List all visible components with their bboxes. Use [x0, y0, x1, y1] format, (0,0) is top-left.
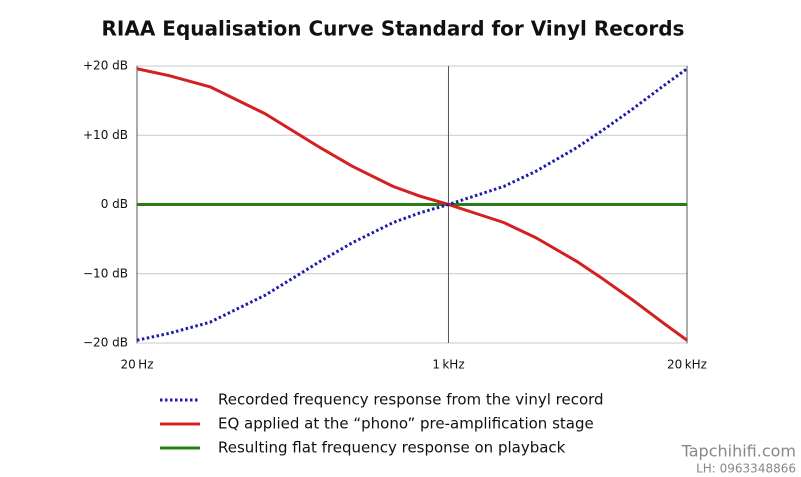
y-tick-label: −20 dB [83, 336, 128, 350]
watermark: Tapchihifi.com [681, 442, 796, 461]
series-line [136, 67, 688, 342]
watermark: LH: 0963348866 [696, 462, 796, 476]
y-tick-label: −10 dB [83, 266, 128, 280]
legend-label: EQ applied at the “phono” pre-amplificat… [218, 415, 594, 433]
x-tick-label: 20 kHz [667, 358, 707, 372]
y-tick-label: +20 dB [83, 59, 128, 73]
y-tick-label: 0 dB [101, 197, 128, 211]
legend-label: Resulting flat frequency response on pla… [218, 439, 566, 457]
y-tick-label: +10 dB [83, 128, 128, 142]
chart-title: RIAA Equalisation Curve Standard for Vin… [102, 17, 685, 41]
x-tick-label: 20 Hz [121, 358, 154, 372]
x-tick-label: 1 kHz [432, 358, 464, 372]
legend-label: Recorded frequency response from the vin… [218, 391, 604, 409]
series-line [136, 67, 688, 342]
